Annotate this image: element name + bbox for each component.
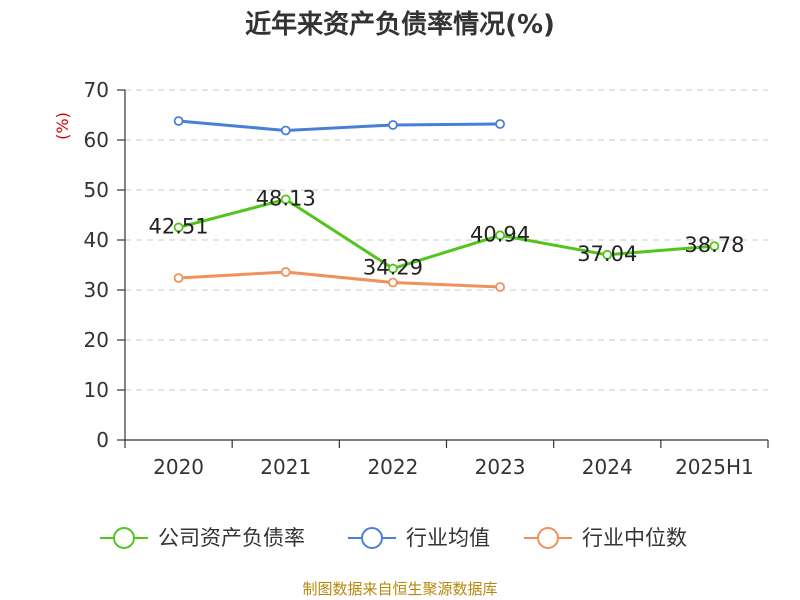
y-tick-label-30: 30 bbox=[84, 278, 109, 302]
data-label-2022: 34.29 bbox=[363, 256, 423, 280]
x-tick-label-2024: 2024 bbox=[582, 455, 633, 479]
series-1-point-2020 bbox=[173, 116, 184, 126]
chart-title: 近年来资产负债率情况(%) bbox=[245, 9, 555, 40]
x-tick-label-2023: 2023 bbox=[475, 455, 526, 479]
x-tick-label-2020: 2020 bbox=[153, 455, 204, 479]
x-tick-label-2021: 2021 bbox=[260, 455, 311, 479]
series-line-0 bbox=[178, 197, 715, 271]
data-label-2021: 48.13 bbox=[256, 186, 316, 210]
y-tick-label-50: 50 bbox=[84, 178, 109, 202]
data-label-2024: 37.04 bbox=[577, 242, 637, 266]
data-label-2020: 42.51 bbox=[149, 214, 209, 238]
legend-label-1: 行业均值 bbox=[406, 526, 490, 550]
data-label-2023: 40.94 bbox=[470, 222, 530, 246]
y-tick-label-60: 60 bbox=[84, 128, 109, 152]
series-layer bbox=[173, 116, 720, 292]
series-0-point-2021 bbox=[280, 194, 291, 205]
legend-item-0[interactable]: 公司资产负债率 bbox=[100, 526, 305, 550]
series-0-point-2020 bbox=[173, 222, 184, 233]
legend-label-0: 公司资产负债率 bbox=[158, 526, 305, 550]
y-tick-label-10: 10 bbox=[84, 378, 109, 402]
data-label-2025H1: 38.78 bbox=[684, 233, 744, 257]
series-2-point-2020 bbox=[173, 273, 184, 283]
series-0-point-2024 bbox=[602, 249, 613, 260]
legend-item-1[interactable]: 行业均值 bbox=[348, 526, 490, 550]
data-labels: 42.51 48.13 34.29 40.94 37.04 38.78 bbox=[149, 186, 745, 279]
y-tick-label-0: 0 bbox=[96, 428, 109, 452]
y-tick-label-70: 70 bbox=[84, 78, 109, 102]
series-2-point-2023 bbox=[495, 282, 505, 292]
series-2-point-2022 bbox=[388, 277, 398, 288]
series-1-point-2022 bbox=[388, 120, 398, 130]
series-1-point-2021 bbox=[280, 125, 291, 136]
y-axis-label: (%) bbox=[53, 112, 72, 140]
legend-label-2: 行业中位数 bbox=[582, 526, 687, 550]
axes: 0 10 20 30 40 50 60 70 2020 2021 2022 2023 2024 2025H… bbox=[84, 78, 769, 479]
y-tick-label-40: 40 bbox=[84, 228, 109, 252]
source-note: 制图数据来自恒生聚源数据库 bbox=[302, 580, 497, 598]
series-1-point-2023 bbox=[495, 119, 505, 129]
series-0-point-2022 bbox=[388, 263, 398, 274]
x-tick-label-2025H1: 2025H1 bbox=[675, 455, 754, 479]
series-line-1 bbox=[178, 119, 501, 132]
x-tick-label-2022: 2022 bbox=[367, 455, 418, 479]
grid bbox=[125, 89, 768, 391]
legend-marker-2 bbox=[537, 527, 559, 549]
legend-item-2[interactable]: 行业中位数 bbox=[524, 526, 687, 550]
series-0-point-2023 bbox=[495, 230, 505, 241]
series-0-point-2025H1 bbox=[709, 241, 720, 252]
series-line-2 bbox=[178, 270, 501, 289]
legend-marker-0 bbox=[113, 527, 135, 549]
y-tick-label-20: 20 bbox=[84, 328, 109, 352]
series-2-point-2021 bbox=[280, 267, 291, 277]
legend-marker-1 bbox=[361, 527, 383, 549]
legend[interactable]: 公司资产负债率 行业均值 行业中位数 bbox=[100, 526, 687, 550]
